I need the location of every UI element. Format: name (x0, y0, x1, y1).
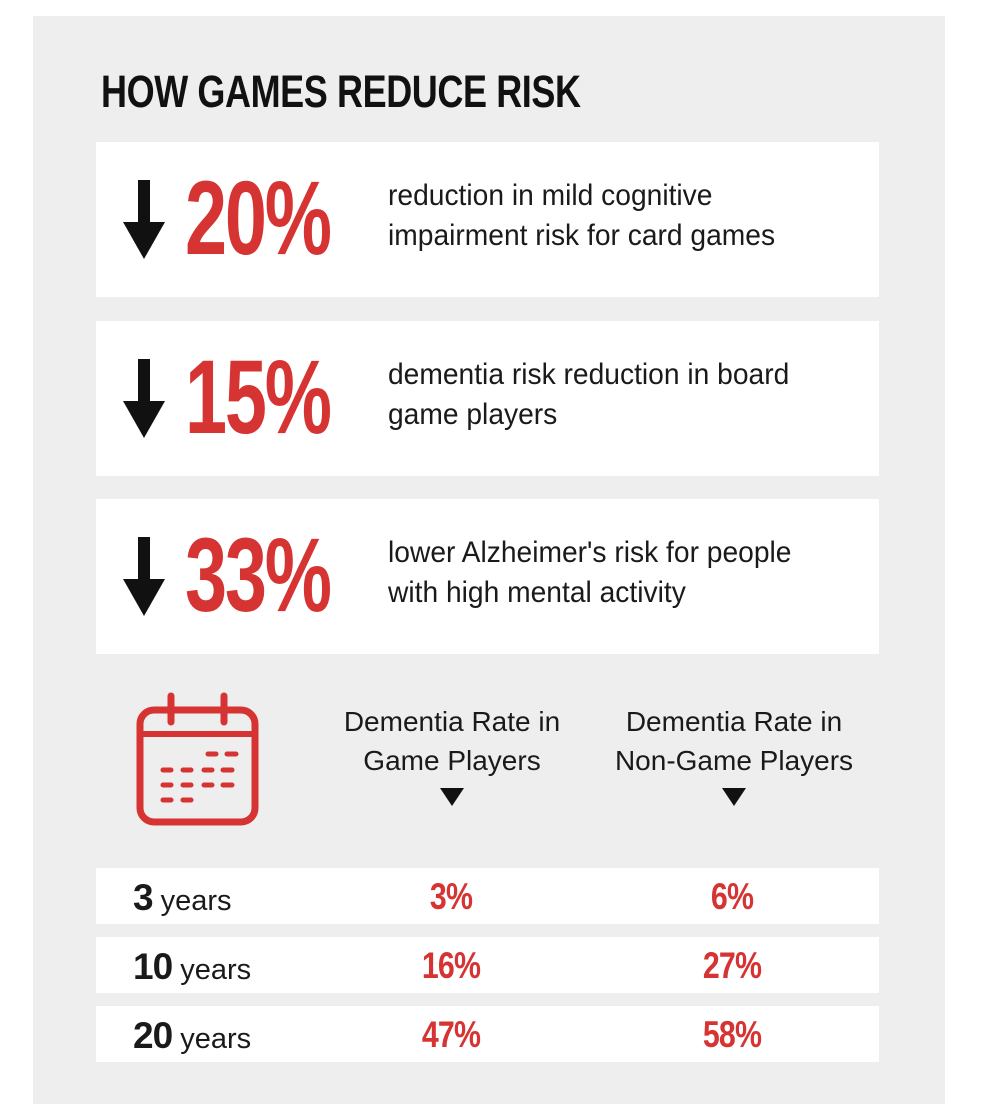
stat-description: reduction in mild cognitive impairment r… (388, 179, 776, 252)
calendar-icon (136, 692, 259, 826)
game-player-rate: 3% (429, 876, 473, 917)
column-header-label: Dementia Rate in Non-Game Players (614, 706, 854, 776)
down-arrow-icon (123, 359, 165, 438)
period-number: 20 (133, 1015, 173, 1056)
period-number: 3 (133, 877, 154, 918)
table-row: 10 years 16% 27% (96, 937, 879, 993)
period-unit: years (180, 1023, 252, 1055)
stat-percentage: 33% (185, 517, 332, 634)
triangle-down-icon (440, 788, 464, 806)
non-game-player-rate: 6% (710, 876, 754, 917)
table-row: 3 years 3% 6% (96, 868, 879, 924)
period-unit: years (160, 885, 232, 917)
row-label: 20 years (133, 1006, 251, 1062)
column-header-game-players: Dementia Rate in Game Players (322, 702, 582, 806)
row-label: 3 years (133, 868, 232, 924)
triangle-down-icon (722, 788, 746, 806)
stat-percentage: 15% (185, 339, 332, 456)
row-label: 10 years (133, 937, 251, 993)
period-unit: years (180, 954, 252, 986)
non-game-player-rate: 27% (702, 945, 762, 986)
game-player-rate: 16% (421, 945, 481, 986)
page-title: HOW GAMES REDUCE RISK (101, 66, 581, 117)
non-game-player-rate: 58% (702, 1014, 762, 1055)
stat-percentage: 20% (185, 160, 332, 277)
period-number: 10 (133, 946, 173, 987)
stat-description: dementia risk reduction in board game pl… (388, 358, 790, 431)
stat-card-card-games: 20% reduction in mild cognitive impairme… (96, 142, 879, 297)
column-header-non-game-players: Dementia Rate in Non-Game Players (604, 702, 864, 806)
stat-card-board-games: 15% dementia risk reduction in board gam… (96, 321, 879, 476)
column-header-label: Dementia Rate in Game Players (343, 706, 561, 776)
stat-description: lower Alzheimer's risk for people with h… (388, 536, 792, 609)
down-arrow-icon (123, 537, 165, 616)
stat-card-alzheimers: 33% lower Alzheimer's risk for people wi… (96, 499, 879, 654)
down-arrow-icon (123, 180, 165, 259)
table-row: 20 years 47% 58% (96, 1006, 879, 1062)
game-player-rate: 47% (421, 1014, 481, 1055)
